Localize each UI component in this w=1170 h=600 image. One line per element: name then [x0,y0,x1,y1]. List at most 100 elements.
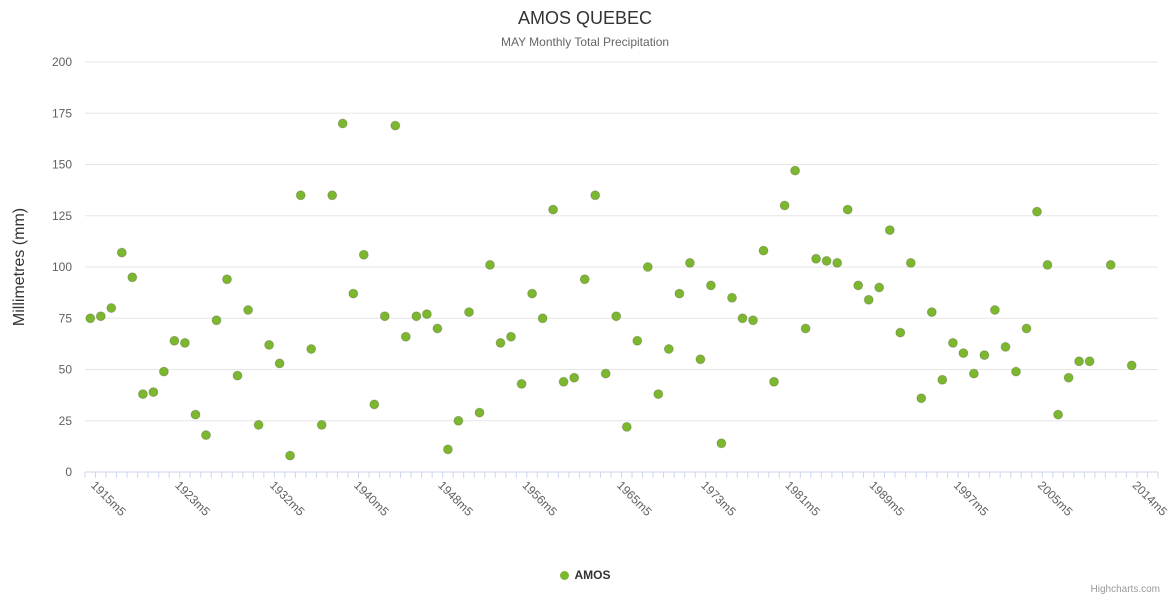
data-point[interactable] [947,337,958,348]
data-point[interactable] [695,354,706,365]
data-point[interactable] [937,374,948,385]
data-point[interactable] [653,389,664,400]
data-point[interactable] [464,307,474,318]
data-point[interactable] [1105,259,1116,270]
data-point[interactable] [642,262,653,272]
data-point[interactable] [474,407,485,418]
data-point[interactable] [316,419,327,430]
data-point[interactable] [769,376,779,387]
data-point[interactable] [1053,409,1064,420]
data-point[interactable] [506,331,516,342]
data-point[interactable] [158,366,169,377]
data-point[interactable] [201,430,211,441]
data-point[interactable] [1074,356,1085,367]
data-point[interactable] [853,280,864,291]
data-point[interactable] [716,438,727,449]
data-point[interactable] [958,348,969,359]
data-point[interactable] [95,311,106,322]
data-point[interactable] [442,444,453,455]
data-point[interactable] [411,311,422,322]
data-point[interactable] [495,337,506,348]
data-point[interactable] [842,204,853,215]
data-point[interactable] [727,292,737,303]
data-point[interactable] [832,257,843,268]
data-point[interactable] [884,225,895,236]
data-point[interactable] [295,190,306,201]
data-point[interactable] [1032,206,1042,217]
data-point[interactable] [926,307,937,318]
data-point[interactable] [821,255,832,266]
data-point[interactable] [905,257,916,268]
data-point[interactable] [579,274,590,285]
data-point[interactable] [527,288,538,299]
data-point[interactable] [979,350,990,361]
data-point[interactable] [790,165,801,176]
data-point[interactable] [632,335,643,346]
data-point[interactable] [348,288,359,299]
data-point[interactable] [674,288,685,299]
data-point[interactable] [285,450,296,461]
data-point[interactable] [569,372,580,383]
data-point[interactable] [190,409,201,420]
data-point[interactable] [737,313,748,324]
data-point[interactable] [516,378,527,389]
data-point[interactable] [811,253,822,264]
data-point[interactable] [895,327,906,338]
data-point[interactable] [85,313,96,324]
data-point[interactable] [400,331,411,342]
data-point[interactable] [537,313,548,324]
data-point[interactable] [705,280,716,291]
data-point[interactable] [611,311,622,322]
data-point[interactable] [663,344,674,354]
data-point[interactable] [863,294,874,305]
data-point[interactable] [369,399,380,410]
data-point[interactable] [558,376,569,387]
data-point[interactable] [169,335,180,346]
data-point[interactable] [179,337,190,348]
legend-item-amos[interactable]: AMOS [0,568,1170,582]
data-point[interactable] [379,311,390,322]
data-point[interactable] [116,247,127,258]
data-point[interactable] [337,118,348,129]
data-point[interactable] [127,272,138,283]
data-point[interactable] [1063,372,1074,383]
data-point[interactable] [137,389,148,400]
data-point[interactable] [600,368,611,379]
data-point[interactable] [253,419,264,430]
data-point[interactable] [758,245,769,256]
data-point[interactable] [1011,366,1021,377]
data-point[interactable] [874,282,885,293]
data-point[interactable] [1084,356,1095,367]
data-point[interactable] [779,200,790,211]
data-point[interactable] [148,387,159,398]
data-point[interactable] [264,339,275,350]
data-point[interactable] [684,257,695,268]
data-point[interactable] [548,204,559,215]
data-point[interactable] [232,370,243,381]
data-point[interactable] [327,190,338,201]
data-point[interactable] [590,190,601,201]
data-point[interactable] [800,323,811,334]
data-point[interactable] [1000,341,1011,352]
data-point[interactable] [390,120,401,131]
data-point[interactable] [358,249,369,260]
data-point[interactable] [1021,323,1032,334]
data-point[interactable] [432,323,443,334]
data-point[interactable] [748,315,758,326]
data-point[interactable] [453,415,464,426]
credits-link[interactable]: Highcharts.com [1090,584,1160,595]
data-point[interactable] [621,421,632,432]
data-point[interactable] [989,305,1000,315]
data-point[interactable] [211,315,222,326]
data-point[interactable] [421,309,432,320]
data-point[interactable] [106,303,117,313]
data-point[interactable] [916,393,927,404]
data-point[interactable] [1042,259,1053,270]
data-point[interactable] [222,274,232,285]
data-point[interactable] [968,368,979,379]
data-point[interactable] [274,358,285,369]
data-point[interactable] [243,305,254,315]
data-point[interactable] [306,344,317,354]
data-point[interactable] [1126,360,1137,371]
data-point[interactable] [485,259,495,270]
